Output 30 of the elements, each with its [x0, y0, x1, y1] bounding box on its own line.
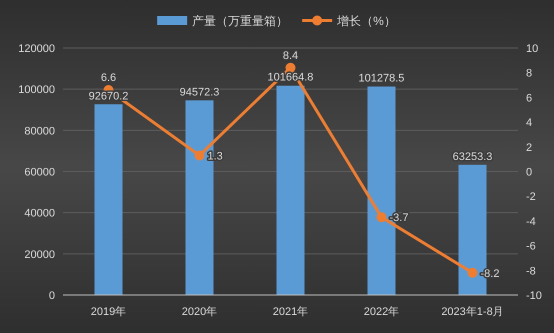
data-label: 94572.3 — [180, 86, 220, 98]
y-tick-label: 60000 — [24, 166, 55, 178]
y-tick-label: 0 — [48, 290, 55, 302]
y-tick-label: 40000 — [24, 208, 55, 220]
data-label: 6.6 — [100, 72, 116, 84]
x-tick-label: 2022年 — [364, 306, 400, 318]
legend-label: 产量（万重量箱） — [192, 14, 288, 28]
y2-tick-label: -8 — [526, 265, 536, 278]
data-label: 63253.3 — [452, 150, 492, 163]
y-tick-label: 80000 — [24, 125, 55, 138]
y2-tick-label: -10 — [526, 290, 542, 302]
x-tick-label: 2020年 — [182, 306, 218, 318]
y2-tick-label: 2 — [526, 142, 532, 154]
y2-tick-label: -6 — [526, 240, 536, 253]
x-tick-label: 2021年 — [272, 306, 308, 318]
y2-tick-label: 10 — [526, 43, 538, 55]
y2-tick-label: 8 — [526, 68, 532, 80]
y2-tick-label: 4 — [526, 117, 532, 130]
y2-tick-label: 6 — [526, 92, 532, 104]
y2-tick-label: 0 — [526, 166, 532, 178]
y-tick-label: 120000 — [18, 43, 55, 55]
data-label: 101278.5 — [358, 72, 404, 85]
y-tick-label: 20000 — [24, 248, 55, 261]
y-tick-label: 100000 — [18, 84, 55, 96]
x-tick-label: 2023年1-8月 — [441, 306, 504, 318]
y2-tick-label: -4 — [526, 216, 536, 228]
legend-label: 增长（%） — [336, 14, 396, 28]
y2-tick-label: -2 — [526, 191, 536, 204]
x-tick-label: 2019年 — [90, 306, 126, 318]
data-label: 8.4 — [282, 50, 298, 62]
